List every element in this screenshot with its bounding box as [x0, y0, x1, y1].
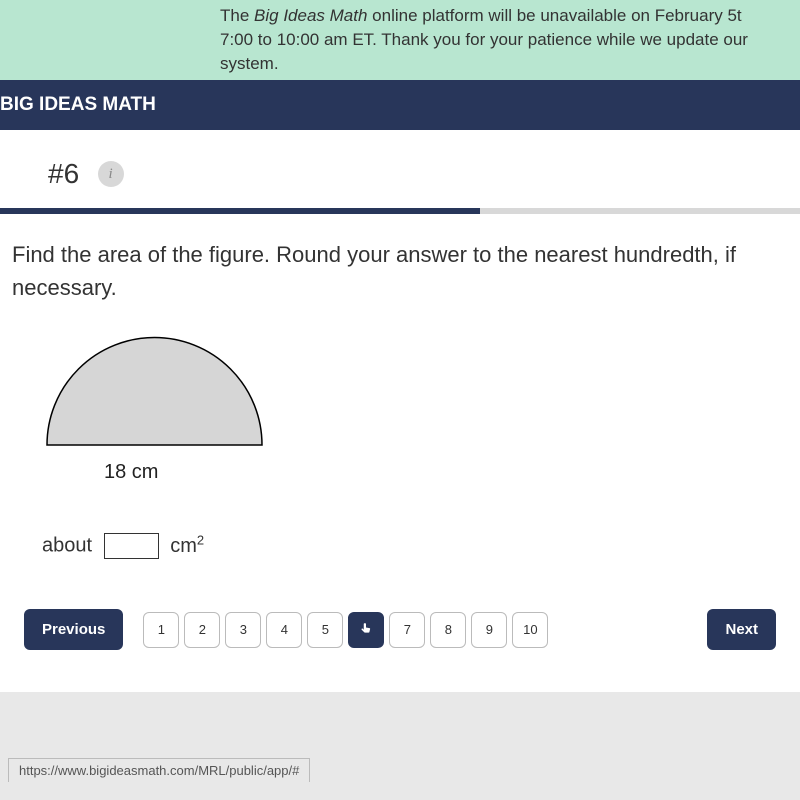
content-area: #6 i Find the area of the figure. Round …	[0, 130, 800, 692]
answer-prefix: about	[42, 535, 92, 557]
previous-button[interactable]: Previous	[24, 609, 123, 650]
page-btn-2[interactable]: 2	[184, 612, 220, 648]
answer-unit: cm2	[170, 535, 204, 557]
page-btn-4[interactable]: 4	[266, 612, 302, 648]
answer-row: about cm2	[42, 532, 788, 559]
page-btn-9[interactable]: 9	[471, 612, 507, 648]
banner-line1-rest: online platform will be unavailable on F…	[367, 6, 741, 25]
nav-row: Previous 1 2 3 4 5 7 8 9 10 Next	[12, 599, 788, 668]
page-btn-6[interactable]	[348, 612, 384, 648]
banner-line3: system.	[220, 54, 279, 73]
page-btn-5[interactable]: 5	[307, 612, 343, 648]
maintenance-banner: The Big Ideas Math online platform will …	[0, 0, 800, 80]
page-btn-8[interactable]: 8	[430, 612, 466, 648]
status-bar-url: https://www.bigideasmath.com/MRL/public/…	[8, 758, 310, 782]
banner-line1-prefix: The	[220, 6, 254, 25]
banner-line2: 7:00 to 10:00 am ET. Thank you for your …	[220, 30, 748, 49]
pager: 1 2 3 4 5 7 8 9 10	[143, 612, 548, 648]
page-btn-7[interactable]: 7	[389, 612, 425, 648]
page-btn-3[interactable]: 3	[225, 612, 261, 648]
page-btn-1[interactable]: 1	[143, 612, 179, 648]
brand-header: BIG IDEAS MATH	[0, 80, 800, 130]
figure: 18 cm	[42, 332, 788, 484]
semicircle-figure	[42, 332, 267, 450]
question-header: #6 i	[0, 130, 800, 208]
brand-text: BIG IDEAS MATH	[0, 94, 156, 115]
banner-line1-italic: Big Ideas Math	[254, 6, 367, 25]
question-number: #6	[48, 158, 79, 190]
answer-input[interactable]	[104, 533, 159, 559]
figure-diameter-label: 18 cm	[104, 461, 788, 484]
hand-cursor-icon	[357, 621, 375, 639]
question-prompt: Find the area of the figure. Round your …	[12, 238, 788, 304]
info-icon[interactable]: i	[98, 161, 124, 187]
page-btn-10[interactable]: 10	[512, 612, 548, 648]
question-body: Find the area of the figure. Round your …	[0, 214, 800, 692]
next-button[interactable]: Next	[707, 609, 776, 650]
